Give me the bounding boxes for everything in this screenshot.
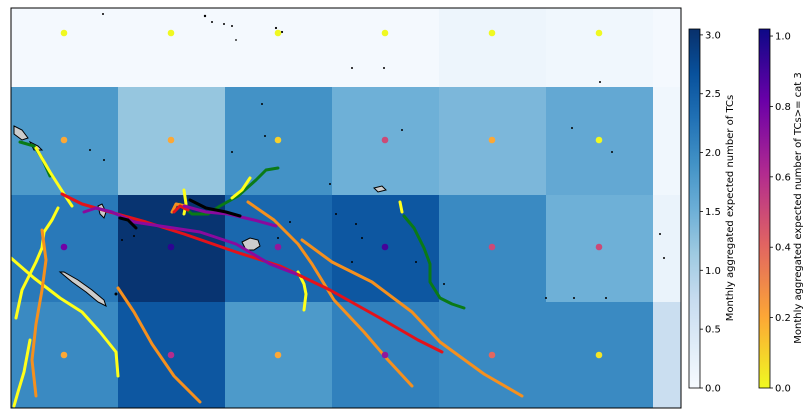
- colorbar-tc-tick-label: 2.0: [705, 148, 721, 159]
- cat3-point: [60, 136, 68, 144]
- track-black: [188, 198, 242, 218]
- map-panel: [11, 8, 681, 408]
- track-yellow: [182, 188, 188, 216]
- cat3-point: [167, 243, 175, 251]
- track-yellow: [11, 256, 120, 378]
- colorbar-cat3-tick-label: 1.0: [775, 32, 791, 43]
- track-yellow: [296, 270, 308, 312]
- cat3-point: [381, 29, 389, 37]
- cat3-point: [488, 351, 496, 359]
- colorbar-cat3-tick-label: 0.4: [775, 243, 791, 254]
- track-orange: [30, 228, 48, 398]
- colorbar-tc: 0.0 0.5 1.0 1.5 2.0 2.5 3.0 Monthly aggregated…: [688, 28, 736, 395]
- cat3-point: [381, 243, 389, 251]
- heatmap-cell: [11, 8, 119, 88]
- track-black: [118, 216, 138, 230]
- heatmap-cell-edge: [653, 302, 681, 408]
- cat3-point: [167, 29, 175, 37]
- track-yellow: [34, 146, 74, 208]
- cat3-point: [381, 351, 389, 359]
- cat3-point: [167, 136, 175, 144]
- colorbar-tc-label: Monthly aggregated expected number of TC…: [725, 95, 736, 321]
- track-yellow: [230, 176, 252, 200]
- map-frame: [10, 7, 682, 409]
- colorbar-cat3-tick-label: 0.0: [775, 384, 791, 395]
- cat3-point: [60, 351, 68, 359]
- cat3-point: [488, 243, 496, 251]
- track-yellow: [12, 338, 32, 408]
- cat3-point: [488, 29, 496, 37]
- colorbar-tc-tick-label: 3.0: [705, 30, 721, 41]
- cat3-point: [60, 243, 68, 251]
- track-green: [402, 214, 466, 310]
- cat3-point: [274, 29, 282, 37]
- heatmap-cell: [118, 8, 226, 88]
- cat3-point: [595, 136, 603, 144]
- cat3-points: [60, 29, 603, 359]
- heatmap-cell-edge: [653, 195, 681, 303]
- land-masses: [13, 13, 665, 307]
- land-samoa: [373, 185, 387, 193]
- land-solomon-islands: [13, 125, 44, 151]
- cat3-point: [274, 351, 282, 359]
- colorbar-tc-ticks: 0.0 0.5 1.0 1.5 2.0 2.5 3.0: [700, 30, 721, 395]
- colorbar-tc-tick-label: 0.5: [705, 325, 721, 336]
- colorbar-tc-tick-label: 1.5: [705, 207, 721, 218]
- cat3-point: [595, 351, 603, 359]
- colorbar-tc-tick-label: 1.0: [705, 266, 721, 277]
- small-islands: [89, 13, 665, 299]
- track-green: [178, 166, 280, 216]
- cat3-point: [60, 29, 68, 37]
- colorbar-cat3: 0.0 0.2 0.4 0.6 0.8 1.0 Monthly aggregated ex…: [758, 28, 804, 395]
- colorbar-cat3-gradient: [758, 28, 771, 389]
- heatmap-cell: [332, 8, 440, 88]
- heatmap-cells: [11, 8, 681, 408]
- colorbar-tc-tick-label: 0.0: [705, 384, 721, 395]
- cat3-point: [381, 136, 389, 144]
- cat3-point: [595, 29, 603, 37]
- track-yellow: [398, 200, 404, 214]
- cat3-point: [274, 243, 282, 251]
- heatmap-cell-edge: [653, 87, 681, 196]
- colorbar-cat3-tick-label: 0.8: [775, 102, 791, 113]
- colorbar-cat3-tick-label: 0.6: [775, 172, 791, 183]
- heatmap-cell-edge: [653, 8, 681, 88]
- heatmap-cell: [225, 8, 333, 88]
- colorbar-tc-tick-label: 2.5: [705, 89, 721, 100]
- track-yellow: [14, 206, 60, 320]
- track-orange: [300, 238, 524, 398]
- cyclone-tracks: [11, 140, 524, 408]
- colorbar-cat3-ticks: 0.0 0.2 0.4 0.6 0.8 1.0: [770, 32, 791, 395]
- land-new-caledonia: [58, 271, 107, 307]
- track-purple: [82, 206, 298, 276]
- heatmap-cell: [439, 8, 547, 88]
- colorbar-cat3-label: Monthly aggregated expected number of TC…: [793, 72, 804, 343]
- cat3-point: [274, 136, 282, 144]
- cat3-point: [488, 136, 496, 144]
- track-orange: [116, 286, 202, 404]
- cat3-point: [595, 243, 603, 251]
- colorbar-tc-gradient: [688, 28, 701, 389]
- track-red: [172, 204, 190, 214]
- colorbar-cat3-tick-label: 0.2: [775, 313, 791, 324]
- heatmap-cell: [546, 8, 654, 88]
- cat3-point: [167, 351, 175, 359]
